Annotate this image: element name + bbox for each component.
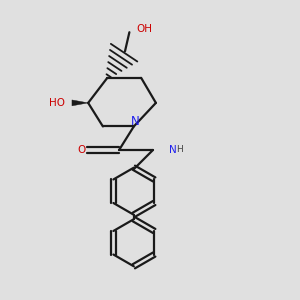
Text: N: N [131, 115, 140, 128]
Text: HO: HO [49, 98, 64, 108]
Text: H: H [176, 146, 183, 154]
Text: N: N [169, 145, 177, 155]
Text: O: O [77, 145, 86, 155]
Text: OH: OH [137, 24, 153, 34]
Polygon shape [72, 100, 88, 106]
